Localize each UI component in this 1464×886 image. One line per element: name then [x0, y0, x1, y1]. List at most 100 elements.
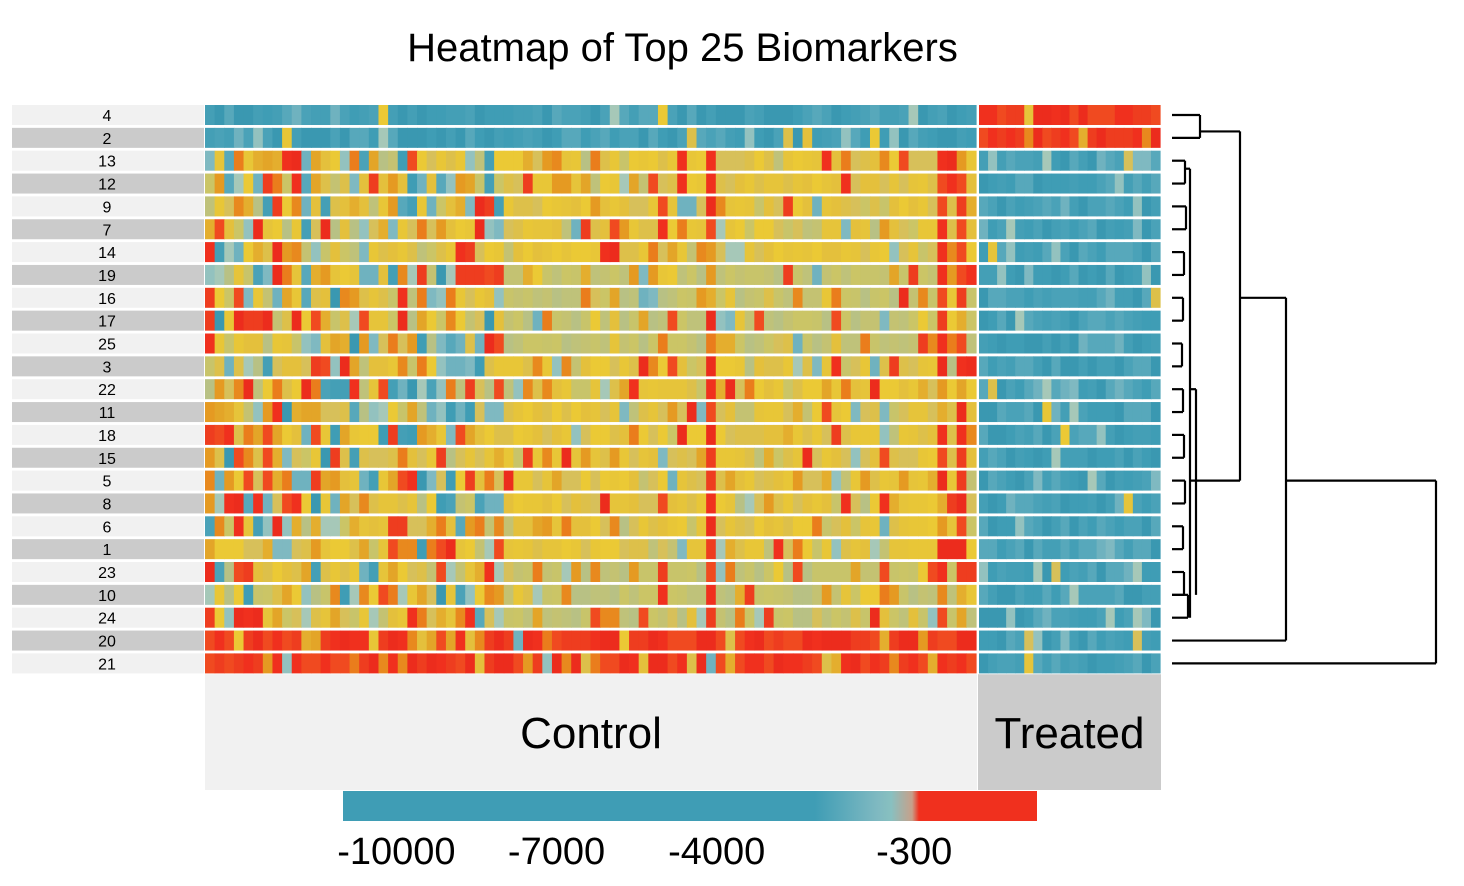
heatmap-cell: [1060, 607, 1071, 628]
heatmap-cell: [320, 264, 331, 285]
heatmap-cell: [513, 539, 524, 560]
heatmap-cell: [1069, 562, 1080, 582]
heatmap-cell: [397, 333, 408, 354]
heatmap-cell: [802, 402, 813, 423]
heatmap-cell: [551, 150, 563, 171]
heatmap-cell: [997, 196, 1007, 217]
heatmap-cell: [1141, 607, 1152, 628]
heatmap-cell: [1123, 379, 1134, 400]
heatmap-cell: [484, 584, 495, 605]
heatmap-cell: [291, 287, 302, 308]
heatmap-cell: [677, 493, 688, 514]
heatmap-cell: [551, 105, 563, 125]
heatmap-cell: [484, 379, 495, 400]
heatmap-cell: [1150, 127, 1161, 148]
heatmap-cell: [937, 264, 948, 285]
heatmap-cell: [571, 333, 582, 354]
heatmap-cell: [282, 264, 293, 285]
heatmap-cell: [831, 264, 842, 285]
heatmap-cell: [455, 127, 466, 148]
heatmap-cell: [1051, 447, 1062, 468]
heatmap-cell: [532, 539, 543, 560]
heatmap-cell: [937, 584, 948, 605]
heatmap-cell: [359, 242, 370, 263]
heatmap-cell: [744, 653, 755, 674]
heatmap-cell: [889, 333, 900, 354]
heatmap-cell: [1060, 356, 1071, 377]
heatmap-cell: [397, 379, 408, 400]
heatmap-cell: [860, 424, 871, 445]
heatmap-cell: [966, 219, 977, 240]
heatmap-cell: [898, 310, 910, 331]
heatmap-cell: [455, 287, 466, 308]
heatmap-cell: [580, 242, 592, 263]
heatmap-cell: [330, 379, 341, 400]
heatmap-cell: [503, 424, 514, 445]
heatmap-cell: [783, 196, 794, 217]
heatmap-cell: [224, 150, 235, 171]
heatmap-cell: [648, 196, 659, 217]
heatmap-cell: [869, 287, 881, 308]
heatmap-cell: [590, 219, 601, 240]
heatmap-cell: [474, 470, 486, 491]
heatmap-cell: [532, 379, 543, 400]
heatmap-cell: [997, 493, 1007, 514]
heatmap-cell: [320, 219, 331, 240]
heatmap-cell: [330, 447, 341, 468]
heatmap-cell: [243, 242, 254, 263]
heatmap-cell: [908, 653, 919, 674]
heatmap-cell: [1087, 127, 1098, 148]
heatmap-cell: [1060, 424, 1071, 445]
row-label: 19: [98, 268, 116, 285]
heatmap-cell: [956, 196, 967, 217]
heatmap-cell: [1042, 173, 1052, 194]
heatmap-cell: [407, 264, 418, 285]
heatmap-cell: [503, 105, 514, 125]
heatmap-cell: [330, 653, 341, 674]
heatmap-cell: [918, 127, 929, 148]
heatmap-cell: [947, 447, 958, 468]
heatmap-cell: [1060, 127, 1071, 148]
heatmap-cell: [889, 242, 900, 263]
heatmap-cell: [725, 562, 736, 582]
heatmap-cell: [725, 333, 736, 354]
heatmap-cell: [1015, 539, 1025, 560]
heatmap-cell: [638, 630, 649, 651]
heatmap-cell: [696, 424, 707, 445]
heatmap-cell: [532, 287, 543, 308]
heatmap-cell: [359, 127, 370, 148]
heatmap-cell: [1105, 105, 1116, 125]
heatmap-cell: [301, 562, 312, 582]
heatmap-cell: [590, 493, 601, 514]
heatmap-cell: [1141, 196, 1152, 217]
heatmap-cell: [792, 356, 804, 377]
heatmap-cell: [214, 150, 225, 171]
heatmap-cell: [908, 196, 919, 217]
heatmap-cell: [233, 447, 245, 468]
heatmap-cell: [947, 493, 958, 514]
heatmap-cell: [445, 493, 457, 514]
heatmap-cell: [359, 562, 370, 582]
heatmap-cell: [484, 447, 495, 468]
heatmap-cell: [551, 562, 563, 582]
heatmap-cell: [667, 424, 678, 445]
heatmap-cell: [937, 287, 948, 308]
heatmap-cell: [349, 264, 360, 285]
heatmap-cell: [821, 127, 833, 148]
heatmap-cell: [1150, 333, 1161, 354]
heatmap-cell: [233, 105, 245, 125]
heatmap-cell: [513, 127, 524, 148]
heatmap-cell: [657, 287, 669, 308]
heatmap-cell: [609, 584, 621, 605]
heatmap-cell: [629, 356, 640, 377]
heatmap-cell: [1042, 242, 1052, 263]
heatmap-cell: [513, 264, 524, 285]
heatmap-cell: [436, 470, 447, 491]
heatmap-cell: [445, 539, 457, 560]
heatmap-cell: [551, 219, 563, 240]
heatmap-cell: [1015, 310, 1025, 331]
heatmap-cell: [1105, 219, 1116, 240]
heatmap-cell: [1087, 333, 1098, 354]
heatmap-cell: [1033, 105, 1043, 125]
heatmap-cell: [542, 219, 553, 240]
